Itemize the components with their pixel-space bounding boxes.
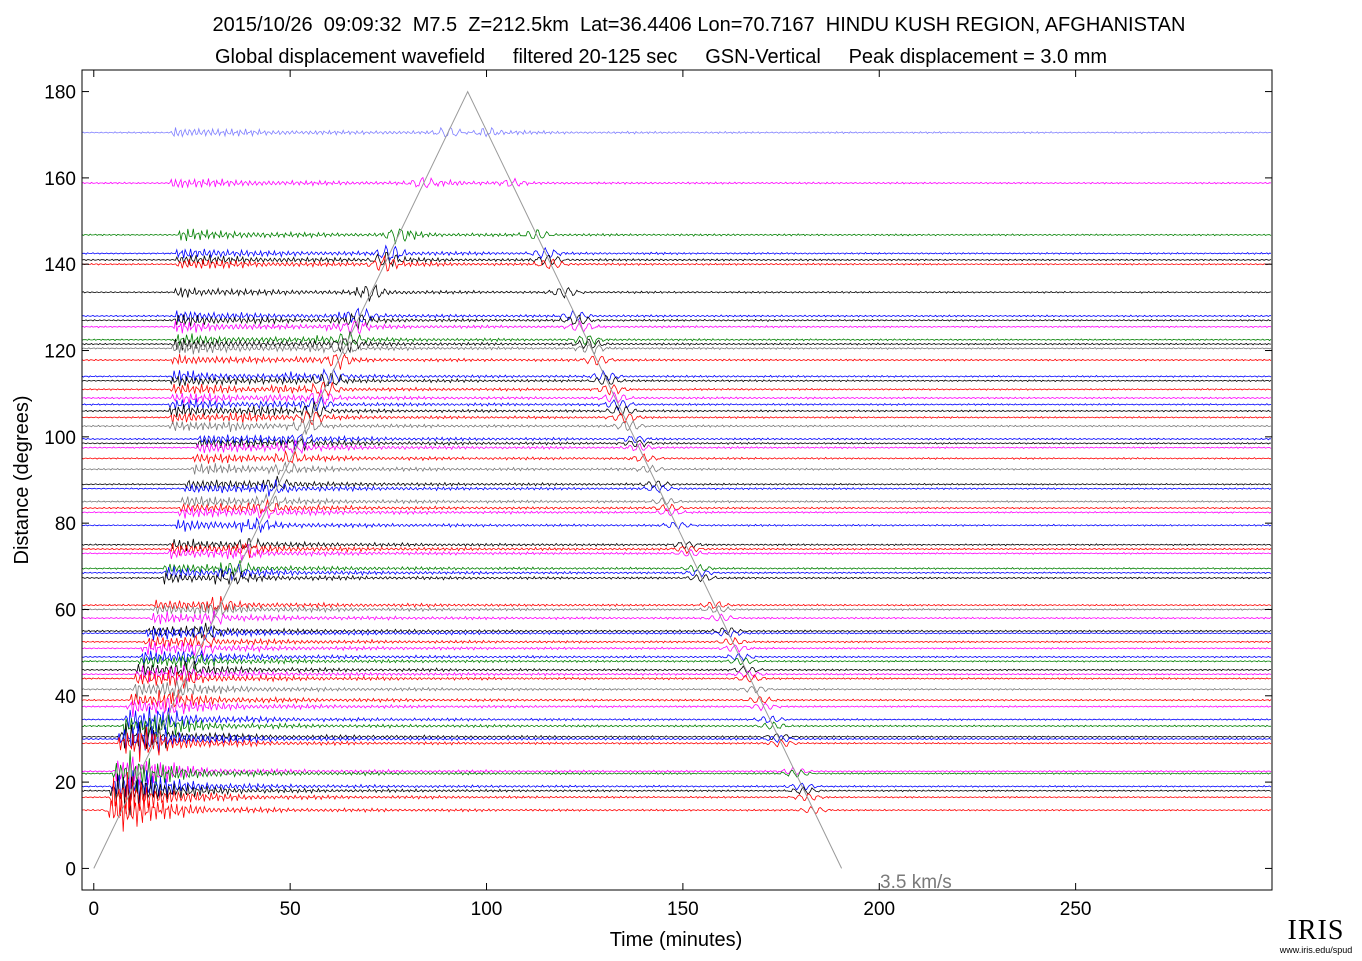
plot-frame [81,69,1273,891]
y-tick-label: 0 [65,859,76,880]
iris-logo-word: IRIS [1287,915,1345,946]
seismogram-trace [81,722,1272,750]
y-tick-label: 120 [44,342,76,363]
seismogram-trace [81,706,1272,734]
velocity-reference-line [93,90,843,869]
seismogram-trace [81,461,1272,475]
seismogram-trace [81,771,1272,817]
seismogram-trace [81,307,1272,323]
seismogram-trace [81,228,1272,245]
seismogram-trace [81,475,1272,491]
x-tick-label: 50 [280,899,301,920]
seismogram-trace [81,750,1271,793]
x-axis-label: Time (minutes) [610,929,743,951]
iris-url: www.iris.edu/spud [1279,945,1353,955]
seismogram-trace [81,721,1272,756]
velocity-line [93,90,843,869]
seismogram-trace [81,319,1272,336]
x-tick-label: 100 [471,899,503,920]
seismogram-trace [81,368,1272,384]
seismogram-trace [81,625,1272,641]
seismogram-trace [81,537,1272,551]
seismogram-trace [81,649,1271,666]
seismogram-trace [81,438,1272,453]
seismogram-trace [81,679,1272,700]
seismogram-trace [81,726,1272,762]
seismogram-trace [81,394,1272,412]
seismogram-trace [81,601,1272,619]
seismogram-trace [81,792,1271,832]
seismogram-trace [81,654,1272,671]
seismogram-trace [81,505,1272,519]
seismogram-trace [81,610,1272,626]
seismogram-trace [81,417,1272,435]
x-tick-label: 0 [88,899,99,920]
plot-background [82,70,1272,890]
y-tick-label: 180 [44,83,76,104]
seismogram-trace [81,669,1271,689]
seismogram-trace [81,381,1272,397]
chart-title: 2015/10/26 09:09:32 M7.5 Z=212.5km Lat=3… [212,14,1186,36]
seismogram-trace [81,569,1272,585]
x-tick-label: 250 [1060,899,1092,920]
seismogram-trace [81,560,1272,576]
seismogram-traces [81,126,1272,832]
seismogram-trace [81,542,1272,559]
seismogram-trace [81,770,1272,803]
seismogram-trace [81,339,1272,355]
seismogram-trace [82,641,1271,657]
seismogram-trace [81,697,1272,718]
y-tick-label: 100 [44,428,76,449]
seismogram-trace [81,410,1272,425]
y-tick-label: 20 [55,773,76,794]
seismogram-trace [81,564,1272,582]
seismogram-trace [81,389,1272,406]
seismogram-trace [81,622,1272,639]
seismogram-trace [81,516,1272,533]
seismogram-trace [81,479,1272,497]
y-tick-label: 40 [55,687,76,708]
y-axis-label: Distance (degrees) [11,396,33,565]
seismogram-trace [81,449,1271,464]
seismogram-trace [81,126,1272,138]
seismogram-trace [82,244,1272,261]
x-tick-label: 150 [667,899,699,920]
seismogram-trace [81,596,1272,612]
seismogram-trace [81,251,1272,268]
seismogram-trace [81,330,1272,346]
seismogram-trace [81,373,1272,388]
seismogram-trace [82,634,1272,650]
seismogram-trace [81,714,1272,740]
y-tick-label: 60 [55,600,76,621]
seismogram-trace [81,543,1272,561]
y-tick-label: 80 [55,514,76,535]
seismogram-trace [81,492,1272,508]
seismogram-trace [81,689,1272,711]
seismogram-trace [81,176,1272,189]
seismogram-trace [81,433,1272,448]
seismogram-trace [81,254,1272,272]
seismogram-trace [81,338,1272,354]
axis-ticks: 0 50 100 150 200 250 0 20 40 60 80 100 120 140 160 180 [44,70,1272,920]
velocity-label: 3.5 km/s [880,872,952,893]
seismogram-trace [81,660,1272,676]
seismogram-trace [81,439,1272,455]
seismogram-trace [81,756,1272,790]
y-tick-label: 160 [44,169,76,190]
seismogram-trace [81,284,1272,302]
x-tick-label: 200 [863,899,895,920]
seismogram-trace [81,353,1272,370]
seismogram-trace [81,664,1272,683]
chart-subtitle: Global displacement wavefield filtered 2… [214,46,1108,68]
seismogram-trace [81,773,1272,816]
seismogram-trace [81,400,1272,418]
y-tick-label: 140 [44,255,76,276]
iris-logo: IRIS www.iris.edu/spud [1276,903,1356,956]
seismogram-trace [81,312,1272,331]
